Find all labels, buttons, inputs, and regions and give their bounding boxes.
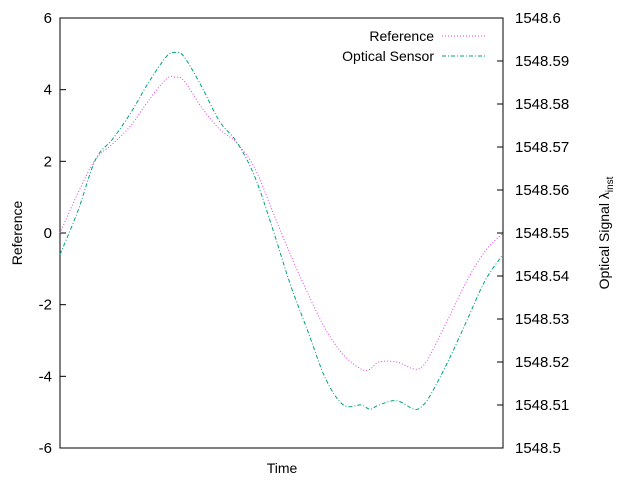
right-y-tick-label: 1548.53	[515, 311, 569, 328]
plot-frame	[59, 17, 504, 449]
left-y-tick-label: -4	[39, 368, 52, 385]
right-y-tick-label: 1548.5	[515, 440, 561, 457]
right-y-axis-label-subscript: inst	[605, 176, 616, 192]
left-y-tick-label: -2	[39, 297, 52, 314]
right-y-axis-label: Optical Signal λinst	[596, 176, 616, 289]
right-y-tick-label: 1548.56	[515, 182, 569, 199]
right-y-tick-label: 1548.51	[515, 397, 569, 414]
legend: Reference Optical Sensor	[342, 28, 486, 64]
x-axis-label: Time	[267, 460, 298, 476]
right-y-tick-label: 1548.59	[515, 53, 569, 70]
right-y-tick-label: 1548.54	[515, 268, 569, 285]
right-y-tick-label: 1548.57	[515, 139, 569, 156]
left-y-tick-label: 0	[44, 225, 52, 242]
left-y-axis-label: Reference	[9, 200, 25, 265]
right-y-axis-label-main: Optical Signal λ	[596, 192, 612, 289]
series-layer	[59, 51, 504, 410]
series-line-optical-sensor	[59, 51, 504, 410]
right-y-tick-label: 1548.6	[515, 10, 561, 27]
right-y-tick-label: 1548.52	[515, 354, 569, 371]
right-y-axis: 1548.5 1548.51 1548.52 1548.53 1548.54 1548.5…	[497, 10, 569, 457]
left-y-tick-label: 2	[44, 153, 52, 170]
series-line-reference	[59, 75, 504, 372]
legend-entry-label: Reference	[369, 28, 434, 44]
right-y-tick-label: 1548.58	[515, 96, 569, 113]
left-y-tick-label: 4	[44, 82, 52, 99]
right-y-tick-label: 1548.55	[515, 225, 569, 242]
left-y-tick-label: 6	[44, 10, 52, 27]
left-y-tick-label: -6	[39, 440, 52, 457]
legend-entry-label: Optical Sensor	[342, 48, 434, 64]
plot-border	[59, 17, 504, 449]
left-y-axis: -6 -4 -2 0 2 4 6	[39, 10, 66, 457]
